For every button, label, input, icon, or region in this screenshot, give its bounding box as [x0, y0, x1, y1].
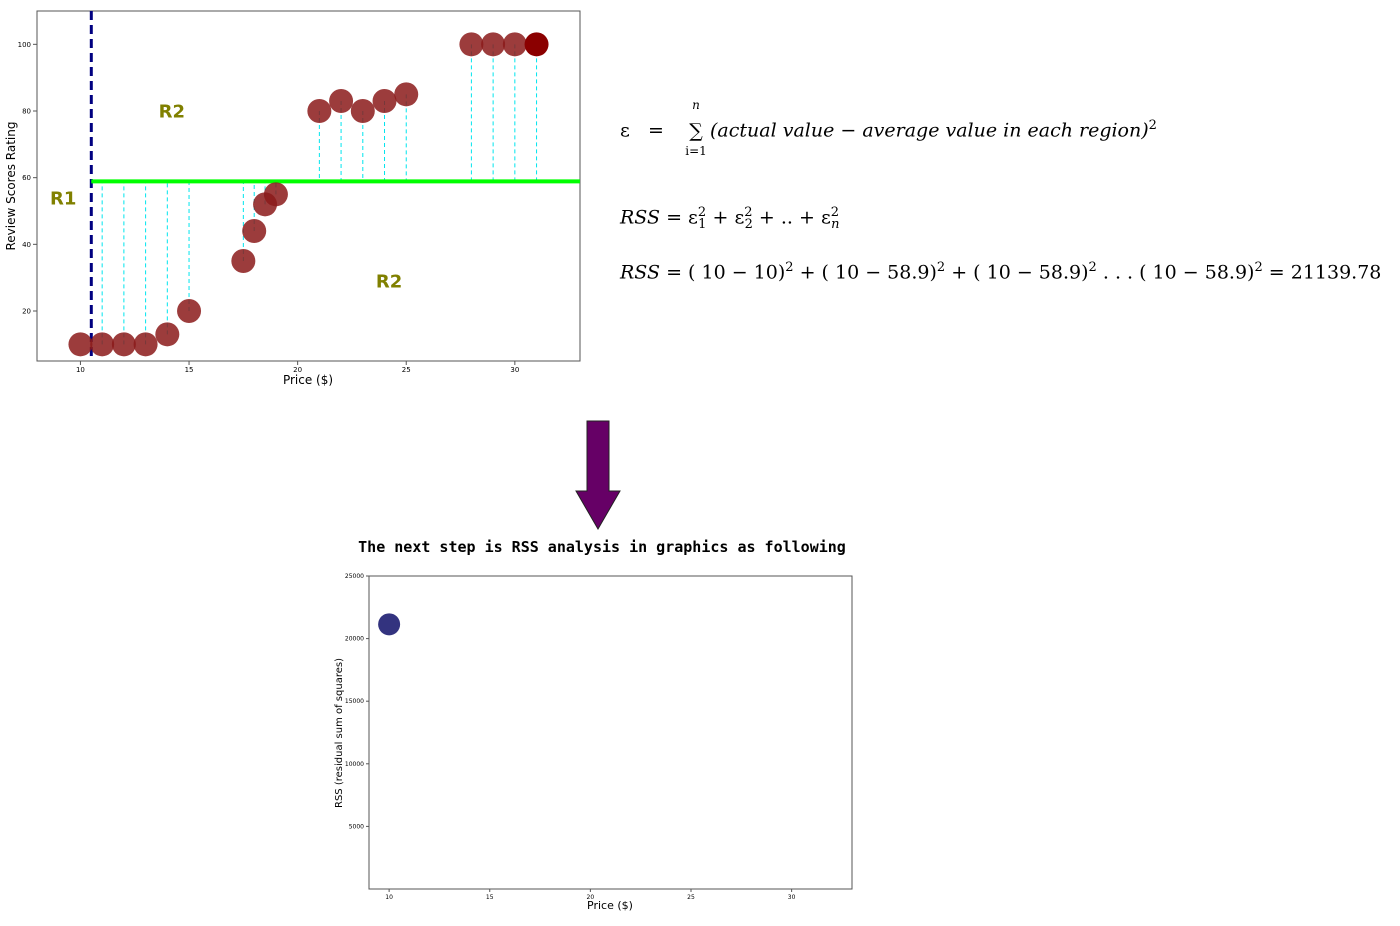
y-tick-label: 20000 — [345, 636, 364, 643]
exponent: 2 — [936, 260, 946, 275]
y-tick-label: 40 — [22, 241, 31, 249]
rss-def-mid: + ε — [712, 206, 745, 229]
rss-calculation: RSS = ( 10 − 10)2 + ( 10 − 58.9)2 + ( 10… — [620, 260, 1381, 283]
data-point — [133, 332, 158, 357]
sum-upper-limit: n — [692, 98, 700, 113]
y-tick-label: 25000 — [345, 573, 364, 580]
data-point — [394, 82, 419, 107]
rss-term-4: . . . ( 10 − 58.9) — [1102, 261, 1255, 284]
rss-term-2: + ( 10 − 58.9) — [799, 261, 937, 284]
y-tick-label: 5000 — [349, 823, 364, 830]
subscript: n — [831, 217, 840, 233]
formula-panel: ε = n ∑ i=1 (actual value − average valu… — [620, 98, 1395, 300]
rss-label: RSS — [620, 206, 661, 229]
plot-frame — [36, 10, 581, 362]
y-tick-label: 80 — [22, 108, 31, 116]
y-axis-label: RSS (residual sum of squares) — [334, 658, 345, 808]
x-tick-label: 10 — [385, 894, 393, 901]
rss-definition: RSS = ε21 + ε22 + .. + ε2n — [620, 205, 839, 232]
exponent: 2 — [830, 205, 840, 220]
rss-scatter-chart: 10 15 20 25 30 5000 10000 15000 20000 25000 Pric… — [334, 573, 853, 912]
y-tick-label: 60 — [22, 174, 31, 182]
region-label: R1 — [50, 188, 76, 209]
summation: n ∑ i=1 — [685, 98, 707, 158]
x-tick-label: 30 — [788, 894, 796, 901]
x-tick-label: 20 — [587, 894, 595, 901]
region-label: R2 — [159, 102, 185, 123]
x-tick-label: 30 — [510, 366, 519, 374]
data-point — [459, 32, 484, 57]
rss-point — [378, 613, 401, 636]
exponent: 2 — [1254, 260, 1263, 275]
plot-frame — [368, 575, 853, 890]
subscript: 1 — [698, 217, 707, 233]
data-point — [307, 99, 332, 123]
epsilon-body: (actual value − average value in each re… — [710, 119, 1149, 142]
data-point — [111, 332, 136, 357]
subscript: 2 — [744, 217, 753, 233]
rss-term-1: = ( 10 − 10) — [666, 261, 786, 284]
x-tick-label: 10 — [76, 366, 85, 374]
epsilon-symbol: ε — [620, 119, 630, 142]
x-tick-label: 20 — [293, 366, 302, 374]
exponent: 2 — [1088, 260, 1097, 275]
data-point — [481, 32, 506, 57]
x-axis-label: Price ($) — [587, 899, 633, 912]
exponent: 2 — [785, 260, 794, 275]
y-tick-label: 20 — [22, 308, 31, 316]
y-tick-label: 15000 — [345, 698, 364, 705]
data-point — [90, 332, 115, 357]
exponent: 2 — [744, 205, 753, 220]
down-arrow-icon — [575, 420, 621, 530]
exponent: 2 — [1148, 118, 1157, 133]
x-tick-label: 15 — [185, 366, 194, 374]
data-point — [372, 89, 397, 113]
data-point — [502, 32, 527, 57]
y-axis-label: Review Scores Rating — [4, 122, 18, 251]
data-point — [155, 322, 180, 347]
data-point — [177, 299, 202, 323]
sum-lower-limit: i=1 — [685, 144, 707, 159]
data-point — [68, 332, 93, 357]
data-point — [329, 89, 354, 113]
rss-def-end: + .. + ε — [758, 206, 831, 229]
caption-text: The next step is RSS analysis in graphic… — [358, 538, 846, 556]
sigma-icon: ∑ — [689, 120, 703, 143]
data-point — [350, 99, 375, 123]
data-point — [231, 249, 256, 273]
x-tick-label: 15 — [486, 894, 494, 901]
x-tick-label: 25 — [402, 366, 411, 374]
rss-label: RSS — [620, 261, 661, 284]
rss-term-3: + ( 10 − 58.9) — [951, 261, 1089, 284]
data-point — [524, 32, 549, 57]
region-label: R2 — [376, 272, 402, 293]
x-tick-label: 25 — [687, 894, 695, 901]
rss-def-start: = ε — [666, 206, 698, 229]
y-tick-label: 100 — [18, 41, 31, 49]
data-point — [242, 219, 267, 243]
exponent: 2 — [697, 205, 707, 220]
data-point — [263, 182, 288, 207]
equals-sign: = — [647, 119, 664, 142]
rss-result: = 21139.78 — [1268, 261, 1382, 284]
y-tick-label: 10000 — [345, 761, 364, 768]
x-axis-label: Price ($) — [283, 373, 333, 387]
epsilon-formula: ε = n ∑ i=1 (actual value − average valu… — [620, 98, 1157, 158]
